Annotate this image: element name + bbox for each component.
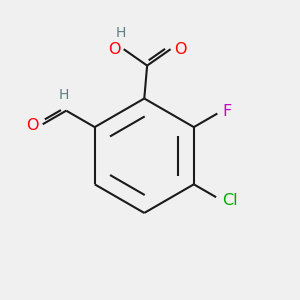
Text: H: H <box>116 26 126 40</box>
Text: O: O <box>108 42 120 57</box>
Text: O: O <box>26 118 39 133</box>
Text: O: O <box>174 42 187 57</box>
Text: F: F <box>223 104 232 119</box>
Text: H: H <box>58 88 69 102</box>
Text: Cl: Cl <box>223 193 238 208</box>
